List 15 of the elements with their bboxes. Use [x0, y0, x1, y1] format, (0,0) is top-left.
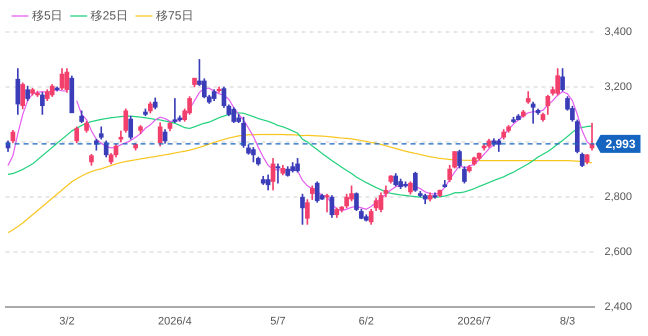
legend-label: 移75日	[156, 8, 194, 22]
x-tick-label: 2026/4	[158, 315, 192, 328]
x-tick-label: 6/2	[358, 315, 374, 328]
y-tick-label: 2,400	[604, 300, 632, 313]
x-tick-label: 2026/7	[457, 315, 492, 328]
ref-line-label: 2,993	[605, 137, 636, 152]
y-tick-label: 3,400	[604, 26, 632, 38]
y-tick-label: 2,600	[604, 246, 632, 258]
x-tick-label: 5/7	[270, 315, 286, 328]
legend-label: 移5日	[32, 8, 63, 22]
x-tick-label: 3/2	[59, 315, 75, 328]
x-tick-label: 8/3	[560, 315, 576, 328]
y-tick-label: 2,800	[604, 190, 632, 203]
legend-label: 移25日	[90, 8, 128, 22]
y-tick-label: 3,200	[604, 80, 632, 93]
